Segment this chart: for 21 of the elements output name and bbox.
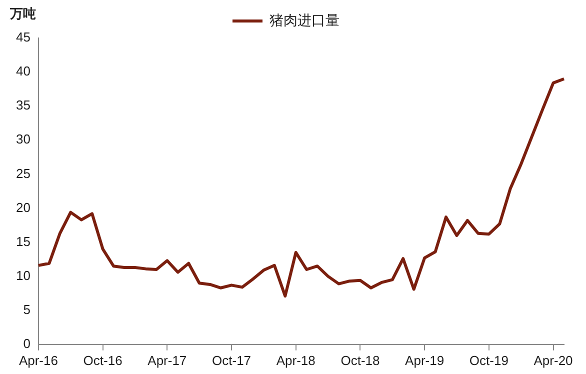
- y-tick-label: 20: [16, 200, 30, 215]
- y-tick-label: 35: [16, 98, 30, 113]
- x-tick-label: Apr-20: [534, 352, 573, 368]
- x-tick-label: Apr-19: [405, 352, 444, 368]
- x-tick-label: Oct-17: [212, 352, 252, 368]
- y-tick-label: 25: [16, 166, 30, 181]
- y-tick-label: 15: [16, 234, 30, 249]
- y-axis-title: 万吨: [9, 6, 36, 22]
- y-tick-label: 45: [16, 30, 30, 45]
- legend-label: 猪肉进口量: [270, 12, 340, 28]
- x-tick-label: Oct-18: [340, 352, 380, 368]
- x-tick-label: Oct-19: [469, 352, 508, 368]
- y-tick-label: 30: [16, 132, 30, 147]
- x-tick-label: Apr-16: [18, 352, 58, 368]
- x-tick-label: Oct-16: [83, 352, 122, 368]
- y-tick-label: 40: [16, 64, 30, 79]
- y-tick-label: 0: [23, 336, 30, 351]
- x-tick-label: Apr-17: [148, 352, 187, 368]
- x-tick-label: Apr-18: [276, 352, 316, 368]
- y-tick-label: 5: [23, 302, 30, 317]
- y-tick-label: 10: [16, 268, 30, 283]
